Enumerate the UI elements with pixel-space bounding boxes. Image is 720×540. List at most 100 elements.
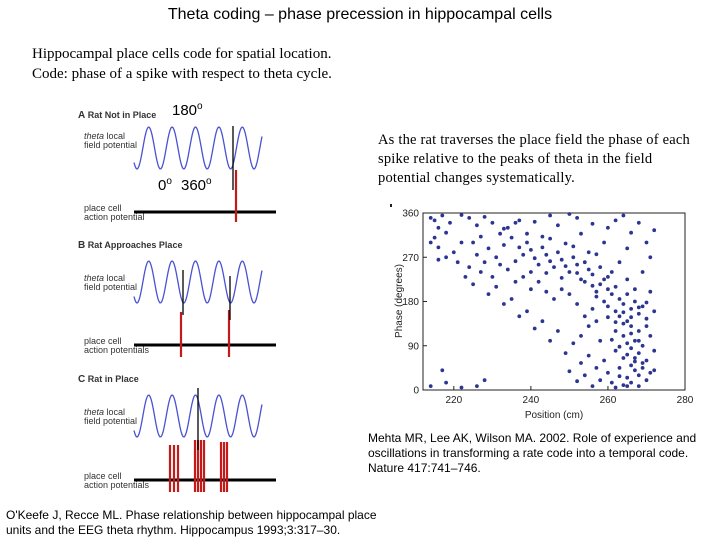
x-tick-label: 240 [523,395,540,406]
cell-line-2: action potentials [84,345,150,355]
scatter-point [517,218,522,223]
scatter-point [594,366,599,370]
scatter-point [621,310,626,315]
scatter-point [644,300,649,305]
scatter-point [540,234,545,239]
scatter-point [532,256,537,261]
scatter-point [594,294,599,299]
scatter-point [498,231,502,236]
scatter-point [633,356,637,360]
scatter-point [525,309,529,314]
scatter-point [629,230,633,235]
deg-sup: o [197,101,203,112]
scatter-point [525,231,529,236]
scatter-point [513,279,518,284]
scatter-point [586,324,591,328]
scatter-point [617,366,622,370]
scatter-point [556,250,560,255]
scatter-point [467,265,472,269]
scatter-point [490,220,495,225]
scatter-point [598,265,603,269]
scatter-point [559,257,564,262]
scatter-point [467,216,472,220]
scatter-point [625,246,630,251]
y-tick-label: 180 [402,297,419,308]
panel-letter: C [78,374,86,385]
scatter-point [540,319,545,324]
scatter-point [629,324,633,328]
scatter-point [644,324,649,328]
scatter-point [644,378,649,383]
deg0-value: 0 [158,177,167,194]
scatter-point [498,262,502,267]
panel-c-lfp-label: theta local field potential [84,408,137,426]
scatter-point [444,230,448,235]
scatter-point [636,329,641,333]
scatter-point [582,314,587,319]
annotation-0-degrees: 0o [158,176,172,194]
intro-text: Hippocampal place cells code for spatial… [32,44,332,84]
scatter-point [513,259,518,264]
scatter-point [640,343,645,348]
scatter-point [440,213,445,218]
scatter-point [633,299,637,304]
scatter-point [548,338,552,343]
scatter-point [625,352,630,357]
stray-mark [390,204,392,207]
cell-line-1: place cell [84,471,122,481]
deg-sup: o [206,176,212,187]
scatter-point [548,213,552,218]
scatter-point [621,302,626,306]
scatter-point [640,366,645,370]
scatter-point [606,287,610,292]
scatter-point [544,289,549,294]
scatter-point [606,370,610,375]
scatter-point [552,265,556,269]
scatter-point [521,252,526,257]
scatter-point [609,337,614,342]
scatter-point [544,252,549,257]
scatter-point [613,309,618,314]
scatter-point [575,262,579,267]
panel-title-text: Rat Not in Place [87,110,157,120]
scatter-point [582,260,587,265]
scatter-point [613,348,618,353]
scatter-point [644,240,649,245]
panel-b-lfp-label: theta local field potential [84,274,137,292]
scatter-point [633,287,637,292]
annotation-180-degrees: 180o [172,101,203,119]
scatter-point [567,369,572,374]
scatter-point [636,311,641,316]
scatter-point [625,277,630,282]
scatter-point [532,326,537,331]
scatter-point [652,368,657,373]
scatter-point [509,235,514,240]
scatter-point [428,216,433,220]
scatter-point [579,334,583,338]
scatter-point [640,304,645,309]
scatter-point [582,373,587,378]
intro-line-2: Code: phase of a spike with respect to t… [32,66,332,82]
scatter-point [432,218,437,223]
scatter-point [602,240,606,245]
scatter-point [463,275,468,279]
scatter-point [629,363,633,368]
scatter-point [586,250,591,255]
panel-b-title: B Rat Approaches Place [78,240,182,251]
scatter-point [513,220,518,225]
spike-trains [134,126,276,492]
scatter-point [648,255,653,260]
scatter-point [494,284,499,289]
scatter-point [579,277,583,282]
panel-letter: B [78,240,86,251]
scatter-point [625,319,630,324]
scatter-point [529,270,533,274]
scatter-point [625,292,630,296]
side-explanation: As the rat traverses the place field the… [378,132,690,186]
scatter-point [505,225,510,230]
scatter-point [621,321,626,326]
lfp-word: field potential [84,140,138,150]
scatter-point [436,257,441,262]
x-tick-label: 280 [677,395,694,406]
scatter-point [617,297,622,301]
